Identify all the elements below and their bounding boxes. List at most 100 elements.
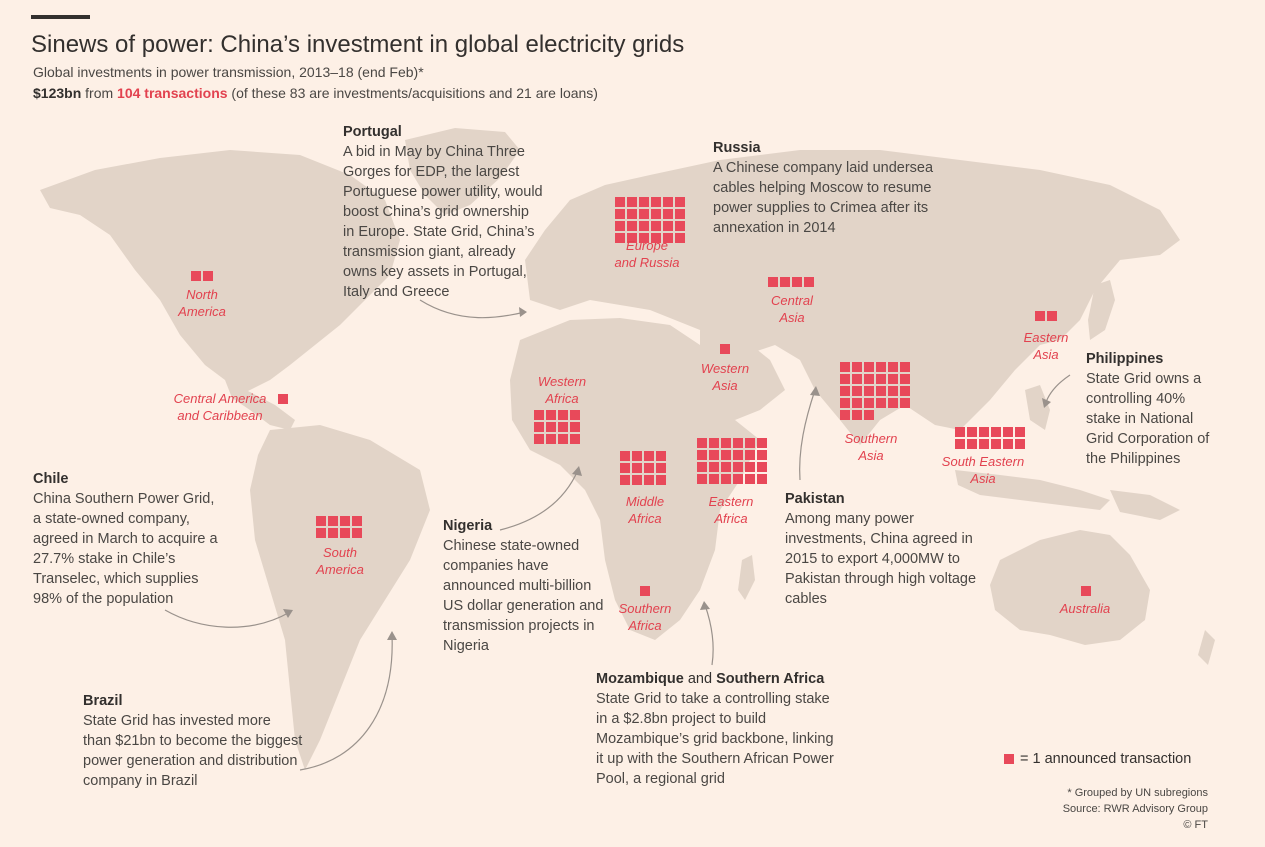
transaction-square: [840, 410, 850, 420]
transaction-square: [656, 475, 666, 485]
transaction-square: [1047, 311, 1057, 321]
summary-from: from: [81, 85, 118, 101]
australia-shape: [990, 530, 1150, 645]
transaction-square: [534, 422, 544, 432]
transaction-square: [558, 422, 568, 432]
transaction-square: [620, 463, 630, 473]
transaction-square: [620, 475, 630, 485]
arrow-chile: [164, 609, 291, 628]
transaction-square: [733, 438, 743, 448]
transaction-square: [852, 410, 862, 420]
transaction-square: [967, 427, 977, 437]
transaction-square: [768, 277, 778, 287]
transaction-square: [697, 462, 707, 472]
transaction-square: [651, 197, 661, 207]
region-label-line: Asia: [970, 471, 996, 486]
transaction-square: [656, 463, 666, 473]
transaction-square: [852, 386, 862, 396]
transaction-square: [203, 271, 213, 281]
transaction-square: [888, 386, 898, 396]
region-label-line: Australia: [1059, 601, 1111, 616]
transaction-square: [546, 410, 556, 420]
transaction-square: [864, 398, 874, 408]
transaction-square: [570, 434, 580, 444]
chart-subtitle: Global investments in power transmission…: [33, 64, 424, 80]
squares-southern-africa: [640, 586, 650, 596]
transaction-square: [876, 362, 886, 372]
chart-title: Sinews of power: China’s investment in g…: [31, 31, 685, 58]
transaction-square: [721, 462, 731, 472]
arrowhead-chile: [283, 609, 293, 618]
transaction-square: [639, 233, 649, 243]
legend-label: = 1 announced transaction: [1020, 751, 1192, 767]
legend-square-icon: [1004, 754, 1014, 764]
footer-note: * Grouped by UN subregions: [1067, 787, 1208, 799]
transaction-square: [721, 474, 731, 484]
transaction-square: [615, 233, 625, 243]
transaction-square: [651, 233, 661, 243]
transaction-square: [663, 233, 673, 243]
transaction-square: [278, 394, 288, 404]
transaction-square: [979, 439, 989, 449]
transaction-square: [656, 451, 666, 461]
summary-transactions: 104 transactions: [117, 85, 228, 101]
footer-credit: © FT: [1183, 819, 1208, 831]
note-brazil: Brazil State Grid has invested more than …: [83, 691, 303, 791]
transaction-square: [1003, 439, 1013, 449]
transaction-square: [900, 374, 910, 384]
region-label-line: Asia: [858, 448, 884, 463]
transaction-square: [651, 209, 661, 219]
transaction-square: [1035, 311, 1045, 321]
transaction-square: [675, 233, 685, 243]
transaction-square: [991, 427, 1001, 437]
transaction-square: [675, 209, 685, 219]
summary-amount: $123bn: [33, 85, 82, 101]
note-body: A bid in May by China Three Gorges for E…: [343, 144, 543, 300]
region-label-line: Central: [771, 293, 813, 308]
region-label-line: America: [316, 562, 364, 577]
transaction-square: [615, 209, 625, 219]
region-label-western-africa: Western Africa: [522, 373, 602, 407]
madagascar-shape: [738, 555, 755, 600]
note-russia: Russia A Chinese company laid undersea ca…: [713, 138, 948, 238]
note-mozambique: Mozambique and Southern Africa State Grid…: [596, 669, 841, 789]
squares-southern-asia: [840, 362, 910, 420]
region-label-line: Western: [700, 361, 750, 376]
arrowhead-nigeria: [572, 466, 582, 476]
summary-rest: (of these 83 are investments/acquisition…: [227, 85, 598, 101]
transaction-square: [352, 528, 362, 538]
region-label-line: Africa: [628, 618, 662, 633]
transaction-square: [1081, 586, 1091, 596]
region-label-central-america: Central America and Caribbean: [166, 390, 274, 424]
transaction-square: [558, 434, 568, 444]
region-label-line: North: [186, 287, 218, 302]
arrowhead-brazil: [387, 631, 397, 640]
transaction-square: [745, 450, 755, 460]
philippines-shape: [1025, 385, 1050, 430]
note-heading: Chile: [33, 471, 69, 487]
region-label-southern-asia: Southern Asia: [831, 430, 911, 464]
transaction-square: [546, 434, 556, 444]
region-label-line: Africa: [545, 391, 579, 406]
transaction-square: [792, 277, 802, 287]
region-label-line: South: [323, 545, 357, 560]
note-philippines: Philippines State Grid owns a controlling…: [1086, 349, 1216, 469]
squares-western-africa: [534, 410, 580, 444]
region-label-line: Europe: [626, 238, 668, 253]
squares-south-america: [316, 516, 362, 538]
region-label-line: and Caribbean: [177, 408, 263, 423]
transaction-square: [745, 474, 755, 484]
transaction-square: [864, 374, 874, 384]
region-label-line: Asia: [1033, 347, 1059, 362]
south-america-shape: [250, 425, 430, 770]
new-zealand-shape: [1198, 630, 1215, 665]
central-america-shape: [225, 380, 295, 430]
squares-western-asia: [720, 344, 730, 354]
arrow-nigeria: [499, 469, 579, 531]
arrow-pakistan: [799, 389, 816, 481]
transaction-square: [757, 450, 767, 460]
squares-south-eastern-asia: [955, 427, 1025, 449]
note-body: China Southern Power Grid, a state-owned…: [33, 491, 218, 607]
squares-eastern-asia: [1035, 311, 1057, 321]
region-label-line: Eastern: [1023, 330, 1069, 345]
